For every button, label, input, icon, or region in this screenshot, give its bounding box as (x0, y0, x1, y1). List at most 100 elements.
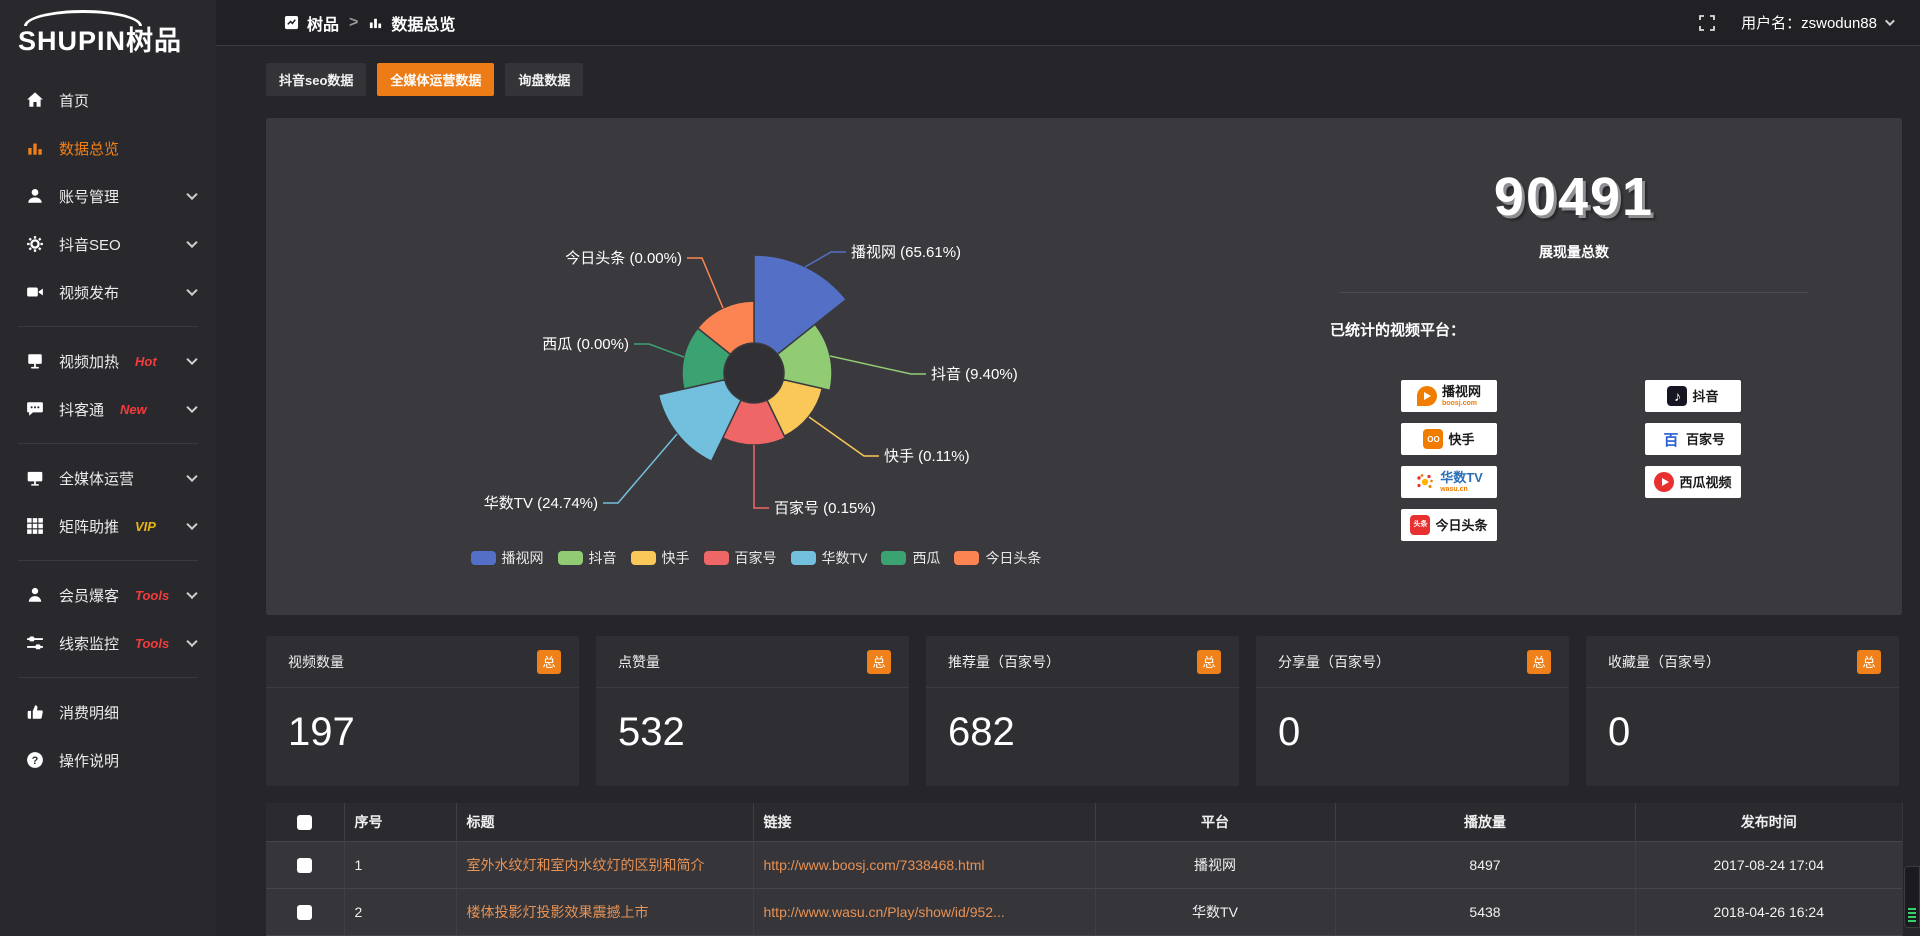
row-checkbox[interactable] (297, 857, 313, 873)
select-all-checkbox[interactable] (297, 815, 313, 831)
legend-item-百家号[interactable]: 百家号 (703, 548, 777, 568)
brand-logo: SHUPIN树品 (0, 0, 216, 62)
stat-card-value: 532 (618, 710, 685, 754)
legend-item-华数TV[interactable]: 华数TV (790, 548, 868, 568)
video-table: 序号 标题 链接 平台 播放量 发布时间 1 室外水纹灯和室内水纹灯的区别和简介 http:/… (266, 803, 1902, 936)
stat-card-title: 点赞量 (618, 653, 660, 670)
video-title-link[interactable]: 室外水纹灯和室内水纹灯的区别和简介 (466, 856, 705, 873)
wasu-icon (1415, 472, 1435, 492)
legend-item-抖音[interactable]: 抖音 (557, 548, 617, 568)
sidebar-item-douketong[interactable]: 抖客通 New (0, 385, 216, 433)
sidebar-item-home[interactable]: 首页 (0, 76, 216, 124)
stat-card-header: 分享量（百家号） 总 (1256, 636, 1569, 688)
row-time-cell: 2017-08-24 17:04 (1634, 840, 1902, 888)
pie-label: 西瓜 (0.00%) (542, 336, 629, 353)
platform-chip-text: 抖音 (1692, 390, 1718, 403)
column-header-4: 平台 (1094, 803, 1336, 841)
legend-swatch (703, 551, 729, 565)
platform-chip-text: 华数TV wasu.cn (1440, 471, 1483, 493)
floating-widget[interactable] (1904, 866, 1920, 928)
video-link[interactable]: http://www.wasu.cn/Play/show/id/952... (763, 903, 1005, 920)
row-index-cell: 1 (343, 840, 457, 888)
row-title-cell: 楼体投影灯投影效果震撼上市 (455, 887, 754, 935)
legend-item-播视网[interactable]: 播视网 (470, 548, 544, 568)
platform-chip-sub: wasu.cn (1440, 486, 1468, 493)
sidebar-item-member-baoke[interactable]: 会员爆客 Tools (0, 571, 216, 619)
pie-slice-播视网[interactable] (753, 254, 848, 356)
total-impressions-value: 90491 (1493, 167, 1655, 227)
pie-slice-今日头条[interactable] (696, 300, 755, 356)
tab-omni-media-data[interactable]: 全媒体运营数据 (377, 63, 495, 96)
sidebar-item-badge: Tools (135, 587, 170, 603)
sidebar-item-operate-guide[interactable]: ? 操作说明 (0, 736, 216, 784)
douyin-icon: ♪ (1667, 386, 1688, 406)
total-badge: 总 (1197, 649, 1221, 674)
sidebar-item-omni-media[interactable]: 全媒体运营 (0, 454, 216, 502)
chevron-down-icon (186, 518, 198, 531)
video-title-link[interactable]: 楼体投影灯投影效果震撼上市 (466, 903, 649, 920)
platform-chip-toutiao: 头条 今日头条 (1401, 509, 1497, 541)
pie-label-line (829, 355, 926, 375)
sidebar-item-matrix-boost[interactable]: 矩阵助推 VIP (0, 502, 216, 550)
column-header-1: 序号 (343, 803, 457, 841)
sidebar-item-label: 首页 (59, 92, 90, 110)
overview-stats: 90491 展现量总数 已统计的视频平台： 播视网 boosj.com OO 快手 华数… (1246, 118, 1902, 615)
tab-douyin-seo-data[interactable]: 抖音seo数据 (266, 63, 367, 96)
sidebar-divider (18, 443, 198, 444)
sidebar-item-video-heat[interactable]: 视频加热 Hot (0, 337, 216, 385)
row-time-cell: 2018-04-26 16:24 (1634, 887, 1902, 935)
legend-swatch (470, 551, 496, 565)
legend-label: 播视网 (501, 550, 544, 566)
platform-chip-name: 今日头条 (1435, 517, 1488, 533)
table-header-row: 序号 标题 链接 平台 播放量 发布时间 (266, 803, 1902, 841)
stat-card-title: 收藏量（百家号） (1608, 653, 1720, 670)
user-icon (26, 187, 44, 205)
tab-inquiry-data[interactable]: 询盘数据 (505, 63, 584, 96)
legend-label: 百家号 (734, 550, 777, 566)
fullscreen-icon[interactable] (1699, 14, 1716, 31)
platform-chip-boosj: 播视网 boosj.com (1401, 380, 1497, 412)
breadcrumb-root[interactable]: 树品 (307, 16, 340, 34)
stat-card-header: 收藏量（百家号） 总 (1586, 636, 1899, 688)
platform-chip-column-1: 播视网 boosj.com OO 快手 华数TV wasu.cn 头条 今日头条 (1401, 380, 1497, 541)
column-header-2: 标题 (455, 803, 754, 841)
platform-chip-baijiahao: 百百家号 (1645, 423, 1741, 455)
pie-label: 抖音 (9.40%) (931, 366, 1018, 383)
sidebar-item-label: 账号管理 (59, 188, 120, 206)
main-column: 树品 > 数据总览 用户名：zswodun88 抖音seo数据 全媒体运营数据 询盘… (216, 0, 1920, 936)
sidebar-item-account-manage[interactable]: 账号管理 (0, 172, 216, 220)
breadcrumb-separator: > (349, 13, 359, 31)
stat-card-header: 点赞量 总 (596, 636, 909, 688)
pie-slice-华数TV[interactable] (657, 378, 742, 463)
column-header-6: 发布时间 (1634, 803, 1902, 841)
wallet-icon (26, 703, 44, 721)
content: 抖音seo数据 全媒体运营数据 询盘数据 播视网 (65.61%) 抖音 (9.40%… (216, 46, 1920, 936)
row-plays-cell: 8497 (1334, 840, 1636, 888)
sidebar-item-data-overview[interactable]: 数据总览 (0, 124, 216, 172)
sidebar-item-video-publish[interactable]: 视频发布 (0, 268, 216, 316)
row-checkbox[interactable] (297, 904, 313, 920)
row-plays-cell: 5438 (1334, 887, 1636, 935)
video-link[interactable]: http://www.boosj.com/7338468.html (763, 856, 985, 873)
sidebar-item-douyin-seo[interactable]: 抖音SEO (0, 220, 216, 268)
user-menu[interactable]: 用户名：zswodun88 (1741, 12, 1895, 33)
platform-chip-text: 百家号 (1686, 433, 1725, 446)
sidebar-item-label: 视频发布 (59, 284, 120, 302)
platform-chip-text: 播视网 boosj.com (1442, 385, 1481, 407)
platform-chip-name: 抖音 (1692, 388, 1719, 404)
legend-item-今日头条[interactable]: 今日头条 (954, 548, 1041, 568)
row-select-cell (266, 840, 345, 888)
row-index-cell: 2 (343, 887, 457, 935)
legend-label: 华数TV (821, 550, 868, 566)
legend-item-西瓜[interactable]: 西瓜 (881, 548, 940, 568)
row-link-cell: http://www.wasu.cn/Play/show/id/952... (752, 887, 1096, 935)
stat-card-value: 0 (1608, 710, 1631, 754)
stat-card-header: 推荐量（百家号） 总 (926, 636, 1239, 688)
pie-slice-抖音[interactable] (776, 323, 833, 392)
sidebar-item-consume-detail[interactable]: 消费明细 (0, 688, 216, 736)
platform-chip-text: 快手 (1448, 433, 1474, 446)
platform-chip-wasu: 华数TV wasu.cn (1401, 466, 1497, 498)
sidebar-item-clue-monitor[interactable]: 线索监控 Tools (0, 619, 216, 667)
legend-item-快手[interactable]: 快手 (630, 548, 690, 568)
chevron-down-icon (1884, 16, 1895, 27)
